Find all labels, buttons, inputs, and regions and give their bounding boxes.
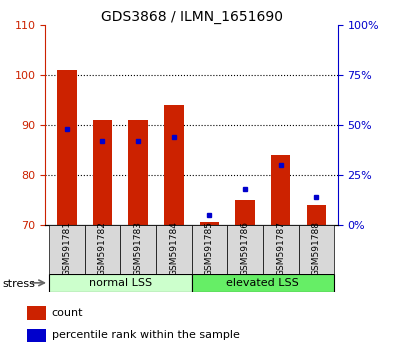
Text: percentile rank within the sample: percentile rank within the sample — [52, 330, 240, 341]
Title: GDS3868 / ILMN_1651690: GDS3868 / ILMN_1651690 — [101, 10, 282, 24]
Bar — [27, 307, 47, 320]
Text: GSM591782: GSM591782 — [98, 221, 107, 276]
Bar — [192, 225, 227, 274]
Text: GSM591783: GSM591783 — [134, 221, 143, 276]
Text: GSM591784: GSM591784 — [169, 221, 178, 276]
Text: normal LSS: normal LSS — [89, 278, 152, 288]
Bar — [271, 155, 290, 225]
Bar — [199, 222, 219, 225]
Text: count: count — [52, 308, 83, 318]
Text: GSM591785: GSM591785 — [205, 221, 214, 276]
Bar — [299, 225, 334, 274]
Text: stress: stress — [2, 279, 35, 289]
Bar — [192, 274, 334, 292]
Bar — [263, 225, 299, 274]
Bar — [85, 225, 120, 274]
Text: elevated LSS: elevated LSS — [226, 278, 299, 288]
Bar — [49, 225, 85, 274]
Text: GSM591787: GSM591787 — [276, 221, 285, 276]
Bar — [227, 225, 263, 274]
Bar — [27, 329, 47, 342]
Bar — [93, 120, 112, 225]
Bar — [120, 225, 156, 274]
Text: GSM591788: GSM591788 — [312, 221, 321, 276]
Bar — [307, 205, 326, 225]
Bar — [49, 274, 192, 292]
Text: GSM591786: GSM591786 — [241, 221, 250, 276]
Text: GSM591781: GSM591781 — [62, 221, 71, 276]
Bar — [156, 225, 192, 274]
Bar — [164, 105, 184, 225]
Bar — [128, 120, 148, 225]
Bar — [235, 200, 255, 225]
Bar — [57, 70, 77, 225]
